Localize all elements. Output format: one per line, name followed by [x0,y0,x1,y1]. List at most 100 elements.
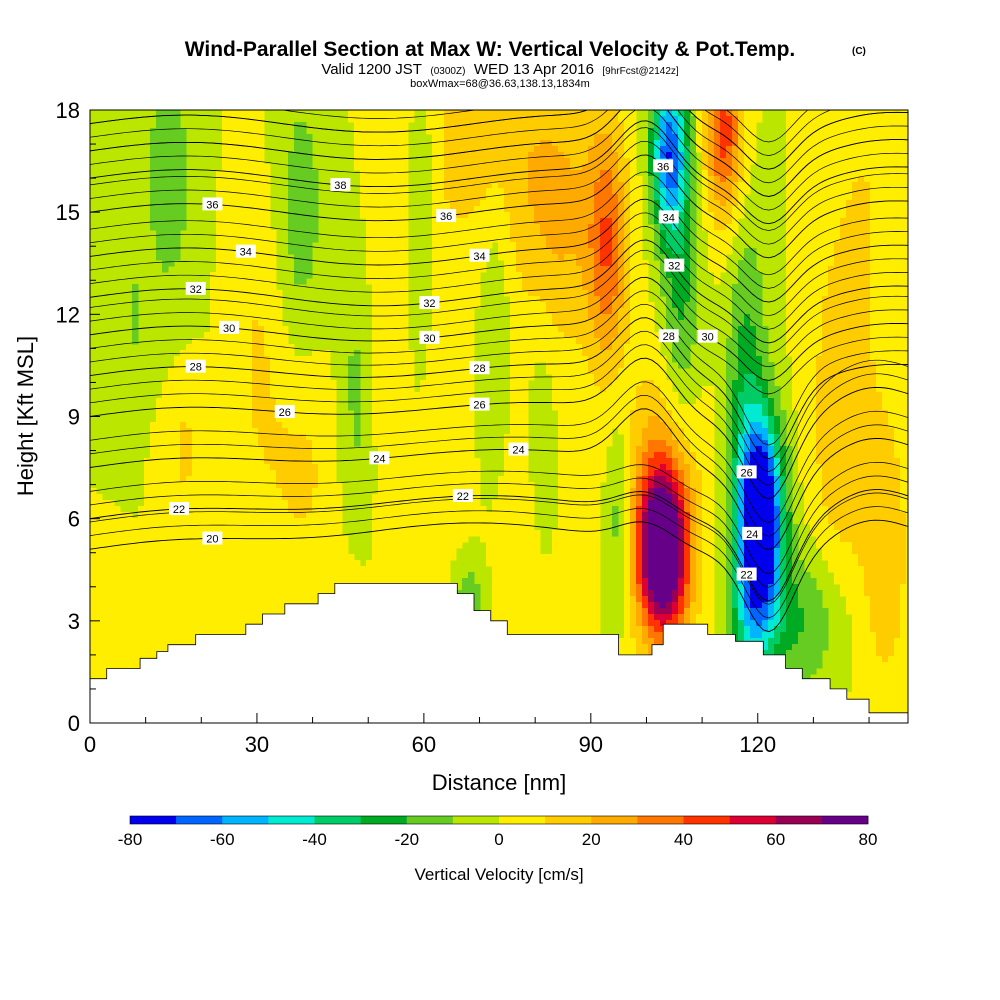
field-cell [420,422,427,429]
field-cell [240,164,247,171]
field-cell [444,134,451,141]
field-cell [162,530,169,537]
field-cell [234,278,241,285]
field-cell [162,572,169,579]
field-cell [222,284,229,291]
field-cell [174,548,181,555]
field-cell [438,398,445,405]
field-cell [102,608,109,615]
field-cell [312,194,319,201]
field-cell [192,428,199,435]
field-cell [480,110,487,117]
field-cell [252,200,259,207]
field-cell [168,248,175,255]
field-cell [366,212,373,219]
field-cell [342,572,349,579]
field-cell [282,494,289,501]
field-cell [204,434,211,441]
field-cell [372,224,379,231]
field-cell [324,494,331,501]
field-cell [222,410,229,417]
field-cell [234,296,241,303]
field-cell [390,446,397,453]
field-cell [246,584,253,591]
field-cell [216,308,223,315]
field-cell [444,110,451,117]
field-cell [264,494,271,501]
field-cell [204,410,211,417]
field-cell [264,584,271,591]
field-cell [504,482,511,489]
field-cell [324,488,331,495]
field-cell [426,380,433,387]
field-cell [138,608,145,615]
field-cell [156,542,163,549]
field-cell [456,506,463,513]
field-cell [468,308,475,315]
field-cell [390,212,397,219]
field-cell [426,422,433,429]
field-cell [378,344,385,351]
field-cell [390,518,397,525]
field-cell [270,290,277,297]
field-cell [138,530,145,537]
field-cell [216,434,223,441]
field-cell [444,266,451,273]
field-cell [408,362,415,369]
field-cell [318,494,325,501]
field-cell [252,302,259,309]
field-cell [102,566,109,573]
field-cell [168,410,175,417]
field-cell [366,110,373,117]
field-cell [156,608,163,615]
field-cell [432,344,439,351]
field-cell [240,464,247,471]
field-cell [492,164,499,171]
field-cell [372,122,379,129]
field-cell [156,188,163,195]
field-cell [294,212,301,219]
field-cell [420,542,427,549]
field-cell [462,254,469,261]
field-cell [96,560,103,567]
field-cell [270,530,277,537]
field-cell [240,626,247,633]
field-cell [330,572,337,579]
field-cell [420,512,427,519]
field-cell [462,440,469,447]
field-cell [408,530,415,537]
field-cell [204,488,211,495]
field-cell [258,356,265,363]
field-cell [300,386,307,393]
field-cell [384,350,391,357]
field-cell [450,272,457,279]
field-cell [432,254,439,261]
field-cell [300,566,307,573]
field-cell [180,464,187,471]
field-cell [330,548,337,555]
field-cell [498,500,505,507]
field-cell [246,590,253,597]
field-cell [444,452,451,459]
field-cell [414,524,421,531]
field-cell [306,398,313,405]
field-cell [144,650,151,657]
field-cell [246,386,253,393]
field-cell [120,560,127,567]
field-cell [234,584,241,591]
field-cell [204,368,211,375]
field-cell [204,608,211,615]
field-cell [264,560,271,567]
field-cell [498,158,505,165]
field-cell [330,506,337,513]
field-cell [384,140,391,147]
field-cell [450,194,457,201]
field-cell [144,626,151,633]
field-cell [318,554,325,561]
field-cell [360,200,367,207]
field-cell [216,446,223,453]
field-cell [432,488,439,495]
field-cell [210,410,217,417]
field-cell [150,524,157,531]
field-cell [486,158,493,165]
